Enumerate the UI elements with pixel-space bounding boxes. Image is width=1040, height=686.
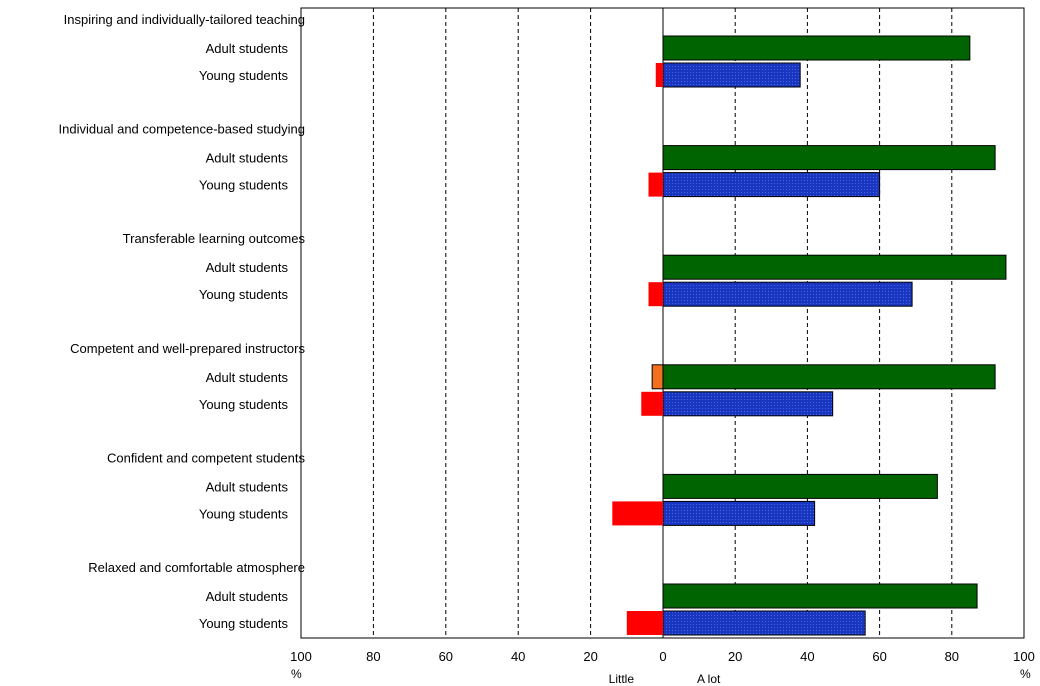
x-tick-label: 60 xyxy=(872,649,886,664)
row-label: Adult students xyxy=(206,41,289,56)
x-tick-label: 80 xyxy=(366,649,380,664)
row-label: Adult students xyxy=(206,151,289,166)
a-lot-direction-label: A lot xyxy=(697,672,721,686)
group-label: Transferable learning outcomes xyxy=(123,231,306,246)
group-label: Inspiring and individually-tailored teac… xyxy=(64,12,305,27)
row-label: Young students xyxy=(199,287,289,302)
adult-a-lot-bar xyxy=(662,35,971,61)
x-tick-label: 20 xyxy=(583,649,597,664)
young-little-bar xyxy=(626,611,663,635)
row-label: Young students xyxy=(199,616,289,631)
adult-a-lot-bar xyxy=(662,145,996,171)
row-label: Adult students xyxy=(206,479,289,494)
adult-little-bar xyxy=(651,364,664,390)
row-label: Young students xyxy=(199,178,289,193)
x-tick-label: 0 xyxy=(659,649,666,664)
row-label: Adult students xyxy=(206,589,289,604)
group-label: Competent and well-prepared instructors xyxy=(70,341,305,356)
young-little-bar xyxy=(655,63,663,87)
little-direction-label: Little xyxy=(609,672,635,686)
x-tick-label: 40 xyxy=(511,649,525,664)
category-labels: Inspiring and individually-tailored teac… xyxy=(59,12,306,631)
x-tick-label: 40 xyxy=(800,649,814,664)
adult-a-lot-bar xyxy=(662,583,978,609)
group-label: Individual and competence-based studying xyxy=(59,122,305,137)
x-unit-left: % xyxy=(291,667,302,681)
young-little-bar xyxy=(641,391,663,416)
young-a-lot-bar xyxy=(662,500,816,526)
group-label: Confident and competent students xyxy=(107,450,306,465)
plot-frame xyxy=(300,7,1025,639)
row-label: Young students xyxy=(199,397,289,412)
young-a-lot-bar xyxy=(662,391,834,417)
young-little-bar xyxy=(648,282,663,307)
row-label: Adult students xyxy=(206,370,289,385)
x-tick-label: 100 xyxy=(1013,649,1035,664)
x-tick-label: 80 xyxy=(945,649,959,664)
young-a-lot-bar xyxy=(662,62,801,88)
row-label: Young students xyxy=(199,506,289,521)
row-label: Young students xyxy=(199,68,289,83)
adult-a-lot-bar xyxy=(662,473,938,499)
adult-a-lot-bar xyxy=(662,364,996,390)
young-a-lot-bar xyxy=(662,281,913,307)
x-tick-label: 20 xyxy=(728,649,742,664)
row-label: Adult students xyxy=(206,260,289,275)
x-tick-label: 100 xyxy=(290,649,312,664)
young-a-lot-bar xyxy=(662,610,866,636)
young-a-lot-bar xyxy=(662,172,881,198)
young-little-bar xyxy=(612,501,663,526)
bars xyxy=(612,35,1007,636)
x-tick-label: 60 xyxy=(439,649,453,664)
x-axis: 100 80 60 40 20 0 20 40 60 80 100% % Little A lot xyxy=(290,649,1035,686)
adult-a-lot-bar xyxy=(662,254,1007,280)
young-little-bar xyxy=(648,172,663,197)
group-label: Relaxed and comfortable atmosphere xyxy=(88,560,305,575)
x-unit-right: % xyxy=(1020,667,1031,681)
gridlines xyxy=(372,8,953,638)
